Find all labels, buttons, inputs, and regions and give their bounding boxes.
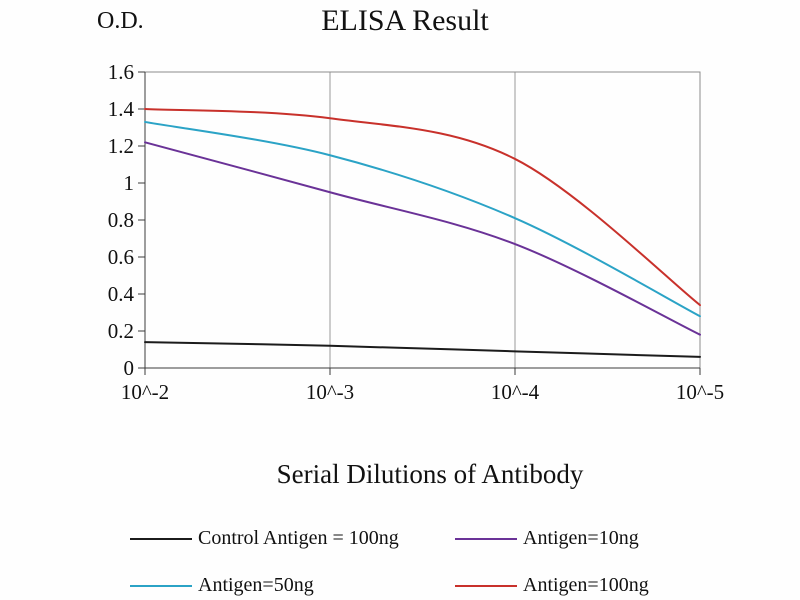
chart-title: ELISA Result [321, 4, 489, 37]
series-line-control-antigen-100ng [144, 341, 701, 358]
x-tick-label: 10^-2 [121, 380, 169, 404]
y-tick-label: 1.2 [108, 134, 134, 158]
x-tick-label: 10^-5 [676, 380, 724, 404]
series-line-antigen-50ng [144, 120, 701, 318]
series-line-antigen-10ng [144, 141, 701, 336]
y-tick-label: 1 [124, 171, 135, 195]
y-tick-label: 0.4 [108, 282, 135, 306]
y-tick-label: 0 [124, 356, 135, 380]
plot-area: 0 0.2 0.4 0.6 0.8 1 1.2 1.4 1.6 10^-2 10^-3 10^-4 10… [108, 60, 724, 404]
series-line-antigen-100ng [144, 108, 701, 307]
x-axis-title: Serial Dilutions of Antibody [277, 459, 584, 489]
x-tick-label: 10^-4 [491, 380, 540, 404]
plot-border [144, 71, 701, 369]
y-axis-title: O.D. [97, 8, 144, 34]
x-tick-label: 10^-3 [306, 380, 354, 404]
y-tick-label: 0.6 [108, 245, 134, 269]
y-tick-label: 0.8 [108, 208, 134, 232]
y-tick-label: 1.4 [108, 97, 135, 121]
y-tick-label: 0.2 [108, 319, 134, 343]
y-tick-label: 1.6 [108, 60, 134, 84]
